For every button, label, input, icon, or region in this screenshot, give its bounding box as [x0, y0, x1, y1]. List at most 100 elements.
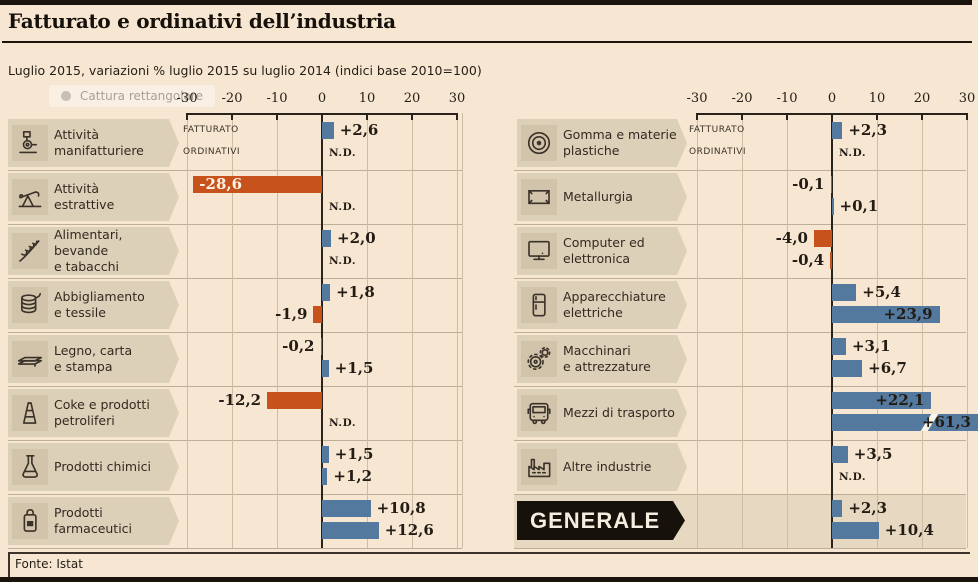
axis-tick-label: -20 [221, 91, 243, 106]
chart-column-left: -30 -20 -10 0 10 20 30 FATTURATO ORDINATIVI +2,6 N… [8, 88, 465, 549]
computer-monitor-icon [521, 233, 557, 269]
axis-tick [186, 113, 188, 120]
sector-label: Computer ed elettronica [563, 235, 645, 266]
sector-label: Abbigliamento e tessile [54, 289, 145, 320]
sector-label-plate: Computer ed elettronica [517, 227, 687, 275]
sector-label: Altre industrie [563, 459, 652, 474]
capture-mode-icon [61, 91, 71, 101]
vertical-gridline [456, 113, 458, 548]
fatturato-bar [832, 338, 846, 355]
axis-tick [321, 113, 323, 120]
axis-tick [411, 113, 413, 120]
page-title: Fatturato e ordinativi dell’industria [8, 9, 396, 33]
sector-label: Attività manifatturiere [54, 127, 144, 158]
fatturato-bar [832, 284, 857, 301]
sector-label-plate: Abbigliamento e tessile [8, 281, 179, 329]
bottom-border [0, 577, 978, 582]
row-gridline [514, 547, 966, 549]
vertical-gridline [276, 113, 278, 548]
fatturato-bar [322, 230, 331, 247]
sector-label: Attività estrattive [54, 181, 115, 212]
fatturato-value-label: +10,8 [376, 499, 426, 517]
sector-label: Gomma e materie plastiche [563, 127, 677, 158]
tire-icon [521, 125, 557, 161]
fatturato-value-label: +3,5 [853, 445, 893, 463]
series-name-label: FATTURATO [689, 125, 745, 135]
fatturato-bar [814, 230, 832, 247]
textile-icon [12, 287, 48, 323]
fatturato-bar [322, 122, 334, 139]
sector-label: Mezzi di trasporto [563, 405, 675, 420]
fatturato-value-label: +5,4 [862, 283, 901, 301]
axis-tick [741, 113, 743, 120]
ordinativi-bar [322, 360, 329, 377]
fatturato-value-label: -12,2 [218, 391, 262, 409]
sector-label-plate: Altre industrie [517, 443, 687, 491]
ordinativi-bar [313, 306, 322, 323]
fatturato-value-label: +2,3 [848, 121, 888, 139]
source-note: Fonte: Istat [8, 552, 970, 579]
row-gridline [8, 547, 462, 549]
zero-axis-line [321, 113, 323, 548]
wheat-icon [12, 233, 48, 269]
fatturato-bar [832, 392, 932, 409]
capture-tooltip-label: Cattura rettangolare [80, 89, 203, 103]
vertical-gridline [696, 113, 698, 548]
fatturato-bar [193, 176, 322, 193]
metal-plate-icon [521, 179, 557, 215]
ordinativi-bar [832, 360, 863, 377]
ordinativi-bar [322, 522, 379, 539]
fatturato-value-label: +3,1 [851, 337, 891, 355]
ordinativi-bar [832, 306, 940, 323]
gears-icon [521, 341, 557, 377]
sector-label: Apparecchiature elettriche [563, 289, 666, 320]
vertical-gridline [186, 113, 188, 548]
ordinativi-bar [322, 468, 328, 485]
row-gridline [514, 385, 966, 387]
generale-banner: GENERALE [517, 501, 685, 540]
row-gridline [514, 493, 966, 495]
sector-label: Alimentari, bevande e tabacchi [54, 227, 123, 274]
ordinativi-value-label: +23,9 [883, 305, 933, 323]
top-border [0, 0, 972, 5]
axis-tick-label: -10 [776, 91, 798, 106]
axis-tick-label: 10 [358, 91, 376, 106]
axis-tick-label: -10 [266, 91, 288, 106]
ordinativi-value-label: -1,9 [275, 305, 308, 323]
fatturato-bar [267, 392, 322, 409]
sector-label-plate: Apparecchiature elettriche [517, 281, 687, 329]
fatturato-value-label: +1,8 [336, 283, 375, 301]
sector-label-plate: Prodotti chimici [8, 443, 179, 491]
sector-label-plate: Coke e prodotti petroliferi [8, 389, 179, 437]
row-gridline [8, 277, 462, 279]
row-gridline [8, 169, 462, 171]
vertical-gridline [411, 113, 413, 548]
sector-label-plate: Alimentari, bevande e tabacchi [8, 227, 179, 275]
vertical-gridline [786, 113, 788, 548]
fatturato-value-label: -4,0 [775, 229, 808, 247]
vertical-gridline [966, 113, 968, 548]
paper-icon [12, 341, 48, 377]
nd-label: N.D. [329, 201, 356, 213]
nd-label: N.D. [329, 255, 356, 267]
axis-tick-label: 20 [913, 91, 931, 106]
chart-area: -30 -20 -10 0 10 20 30 FATTURATO ORDINATIVI +2,3 N… [684, 88, 978, 548]
ordinativi-value-label: +10,4 [884, 521, 934, 539]
sector-label-plate: Attività manifatturiere [8, 119, 179, 167]
sector-label: Prodotti farmaceutici [54, 505, 133, 536]
fatturato-bar [322, 284, 331, 301]
screen-capture-tooltip[interactable]: Cattura rettangolare [49, 85, 215, 107]
fatturato-value-label: +2,6 [339, 121, 379, 139]
sector-label: Legno, carta e stampa [54, 343, 133, 374]
flask-icon [12, 449, 48, 485]
sector-label-plate: Prodotti farmaceutici [8, 497, 179, 545]
sector-label-plate: Macchinari e attrezzature [517, 335, 687, 383]
chart-subtitle: Luglio 2015, variazioni % luglio 2015 su… [8, 63, 482, 78]
oil-derrick-icon [12, 395, 48, 431]
chart-right-boundary [462, 113, 463, 548]
fatturato-bar [832, 446, 848, 463]
axis-tick-label: 30 [958, 91, 976, 106]
machinery-robot-icon [12, 125, 48, 161]
axis-tick-label: 10 [868, 91, 886, 106]
